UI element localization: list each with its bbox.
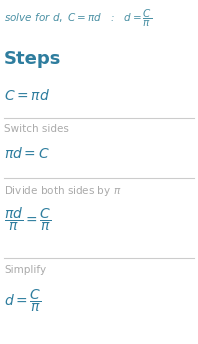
Text: $\dfrac{\pi d}{\pi} = \dfrac{C}{\pi}$: $\dfrac{\pi d}{\pi} = \dfrac{C}{\pi}$ — [4, 206, 52, 233]
Text: $C = \pi d$: $C = \pi d$ — [4, 88, 50, 103]
Text: $\pi d = C$: $\pi d = C$ — [4, 146, 50, 161]
Text: $\it{solve\ for\ d,\ C = \pi d}$   :   $d = \dfrac{C}{\pi}$: $\it{solve\ for\ d,\ C = \pi d}$ : $d = … — [4, 8, 152, 29]
Text: Switch sides: Switch sides — [4, 124, 69, 134]
Text: $d = \dfrac{C}{\pi}$: $d = \dfrac{C}{\pi}$ — [4, 288, 42, 314]
Text: Simplify: Simplify — [4, 265, 46, 275]
Text: Divide both sides by $\pi$: Divide both sides by $\pi$ — [4, 184, 121, 198]
Text: Steps: Steps — [4, 50, 61, 68]
